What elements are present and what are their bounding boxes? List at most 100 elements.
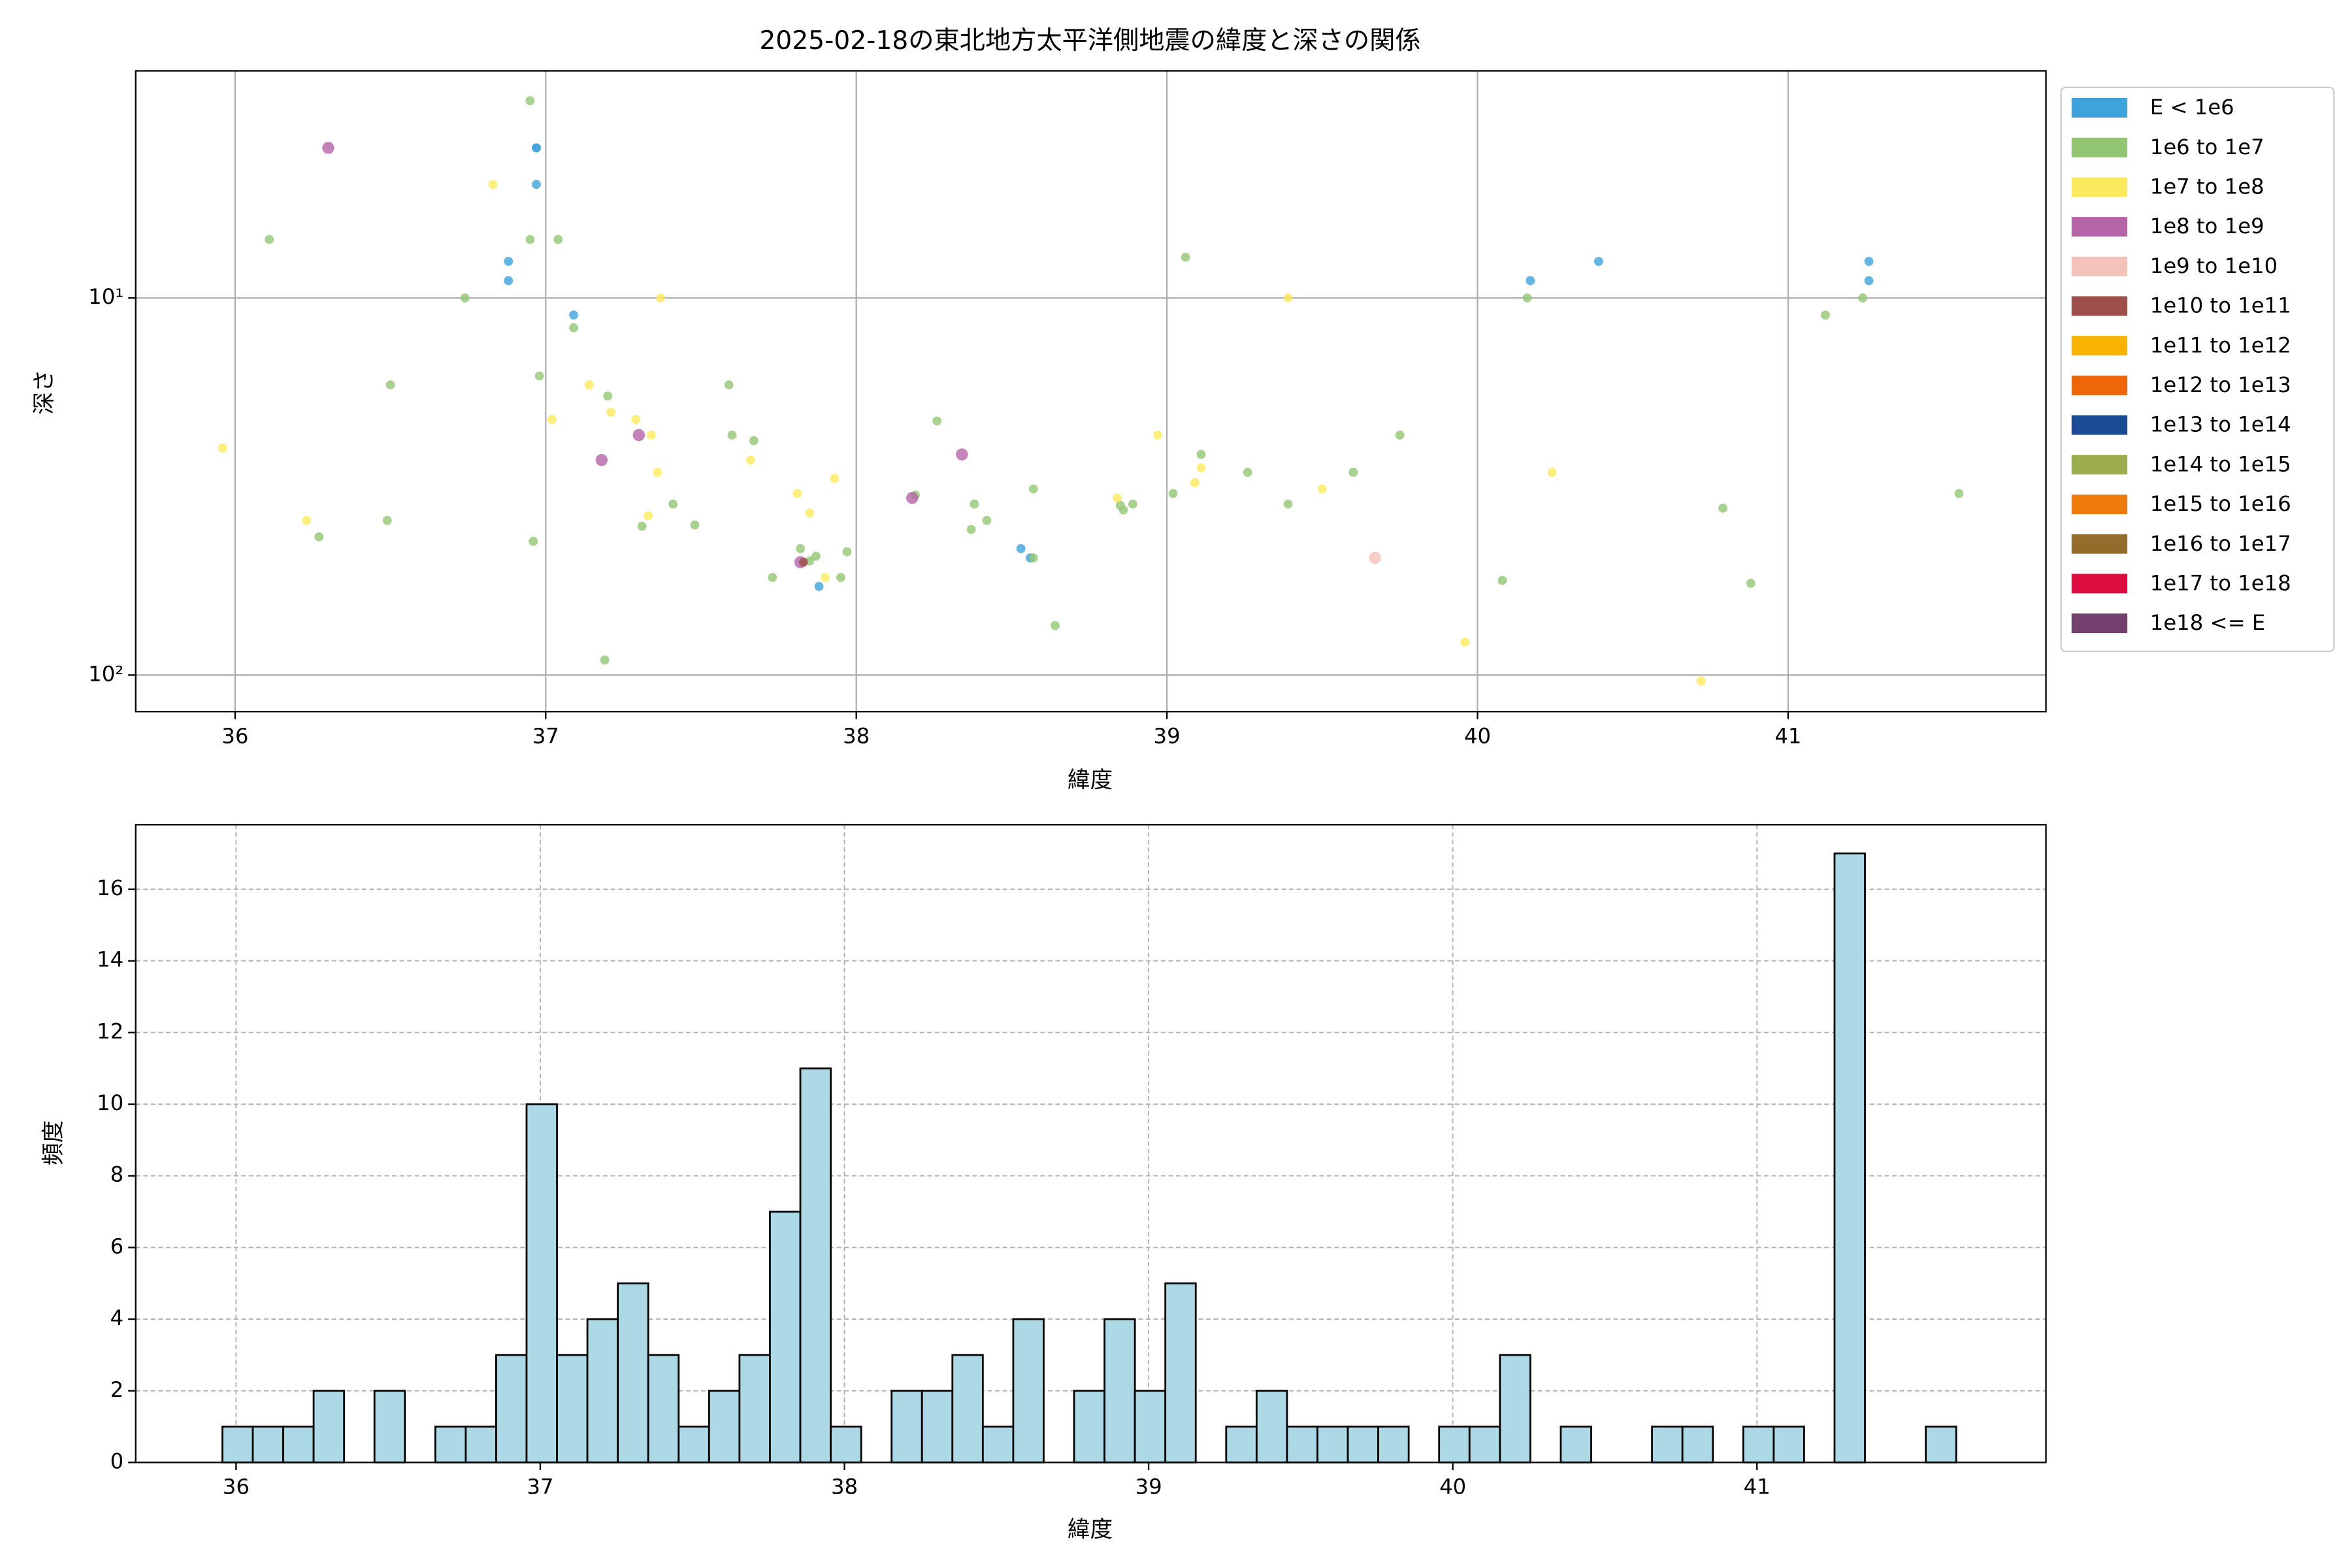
legend-label: 1e17 to 1e18 <box>2150 570 2291 595</box>
point <box>798 557 808 567</box>
point <box>1115 500 1125 510</box>
legend-swatch <box>2071 415 2128 435</box>
point <box>830 474 840 483</box>
point <box>724 380 734 389</box>
legend-swatch <box>2071 494 2128 514</box>
point <box>1128 499 1137 509</box>
y-tick-label: 10 <box>97 1090 123 1115</box>
point <box>1526 276 1535 286</box>
bar <box>678 1426 710 1463</box>
point <box>504 276 514 286</box>
point <box>637 521 647 531</box>
bar <box>830 1426 862 1463</box>
point <box>1028 484 1038 494</box>
bar <box>981 1426 1015 1463</box>
point <box>1190 478 1200 487</box>
point <box>569 323 578 333</box>
point <box>314 532 324 542</box>
legend-swatch <box>2071 137 2128 157</box>
bar <box>647 1354 680 1463</box>
bar <box>1681 1426 1714 1463</box>
point <box>302 515 312 525</box>
point <box>532 180 541 189</box>
point <box>1547 468 1557 477</box>
point <box>811 551 821 561</box>
bar <box>890 1390 923 1463</box>
point <box>547 415 557 424</box>
y-tick-label: 0 <box>110 1448 124 1473</box>
point <box>1348 468 1358 477</box>
point <box>746 455 755 465</box>
bar <box>738 1354 771 1463</box>
point <box>525 96 535 106</box>
bar <box>312 1390 345 1463</box>
point <box>1283 293 1293 302</box>
bar <box>1651 1426 1684 1463</box>
point <box>1196 463 1206 472</box>
point <box>595 453 608 466</box>
bar <box>921 1390 954 1463</box>
y-tick-label: 8 <box>110 1162 124 1187</box>
point <box>1746 578 1756 588</box>
point <box>529 536 538 546</box>
point <box>982 515 992 525</box>
point <box>1522 293 1532 302</box>
point <box>1369 551 1381 564</box>
bar <box>1316 1426 1349 1463</box>
bar <box>1134 1390 1167 1463</box>
legend-label: 1e8 to 1e9 <box>2150 214 2264 238</box>
point <box>382 515 392 525</box>
x-tick-label: 41 <box>1744 1475 1771 1499</box>
point <box>690 520 700 530</box>
x-tick-label: 37 <box>532 723 559 748</box>
point <box>1016 544 1026 553</box>
x-tick-label: 37 <box>527 1475 553 1499</box>
bar <box>799 1067 832 1463</box>
legend-label: 1e6 to 1e7 <box>2150 135 2264 159</box>
legend-swatch <box>2071 574 2128 594</box>
legend-label: 1e11 to 1e12 <box>2150 333 2291 357</box>
point <box>749 436 759 446</box>
bar <box>1073 1390 1105 1463</box>
legend-swatch <box>2071 98 2128 118</box>
point <box>1168 489 1178 498</box>
point <box>488 180 498 189</box>
x-tick-label: 36 <box>221 723 248 748</box>
point <box>1181 252 1190 262</box>
point <box>836 572 845 582</box>
plot-frame <box>135 70 2047 713</box>
legend-swatch <box>2071 296 2128 316</box>
point <box>584 380 594 389</box>
point <box>792 489 802 498</box>
y-tick-label: 2 <box>110 1377 124 1402</box>
bar <box>1499 1354 1531 1463</box>
bar <box>769 1211 802 1463</box>
point <box>668 499 678 509</box>
y-tick-label: 6 <box>110 1233 124 1258</box>
point <box>906 491 919 504</box>
legend-label: 1e15 to 1e16 <box>2150 491 2291 516</box>
point <box>956 448 968 461</box>
bar <box>495 1354 528 1463</box>
bar <box>221 1426 254 1463</box>
point <box>631 415 641 424</box>
point <box>504 257 514 266</box>
legend-label: 1e10 to 1e11 <box>2150 293 2291 318</box>
bar <box>708 1390 741 1463</box>
point <box>606 408 616 417</box>
bar <box>1347 1426 1379 1463</box>
point <box>1864 257 1874 266</box>
point <box>653 468 662 477</box>
point <box>1152 430 1162 440</box>
point <box>1283 499 1293 509</box>
bar <box>617 1282 649 1463</box>
bar <box>1833 852 1866 1463</box>
legend-label: E < 1e6 <box>2150 95 2234 120</box>
bar <box>556 1354 589 1463</box>
legend-label: 1e13 to 1e14 <box>2150 412 2291 437</box>
bar <box>373 1390 406 1463</box>
point <box>1196 449 1206 459</box>
point <box>385 380 395 389</box>
